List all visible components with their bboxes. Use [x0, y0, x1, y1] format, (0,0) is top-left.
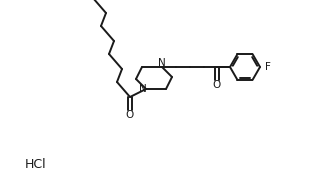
Text: HCl: HCl [25, 158, 47, 172]
Text: F: F [265, 62, 271, 72]
Text: O: O [126, 110, 134, 120]
Text: N: N [158, 58, 166, 68]
Text: N: N [139, 84, 146, 94]
Text: O: O [213, 80, 221, 90]
